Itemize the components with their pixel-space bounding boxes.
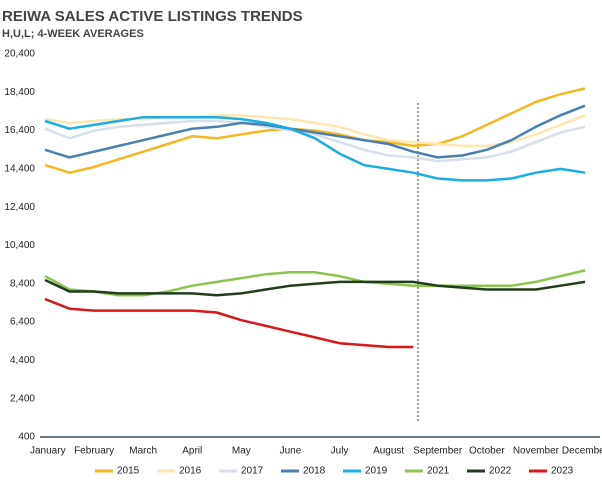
series-line: [44, 269, 586, 297]
x-tick-label: September: [413, 446, 463, 457]
legend-label: 2022: [489, 466, 512, 477]
legend-label: 2015: [117, 466, 140, 477]
y-tick-label: 16,400: [4, 125, 35, 136]
x-tick-label: December: [562, 446, 602, 457]
x-tick-label: February: [74, 446, 114, 457]
legend-label: 2023: [551, 466, 574, 477]
x-tick-label: April: [182, 446, 202, 457]
x-tick-label: August: [373, 446, 404, 457]
x-tick-label: March: [129, 446, 157, 457]
series-line: [44, 278, 586, 297]
y-tick-label: 6,400: [10, 317, 35, 328]
series-line: [44, 297, 414, 349]
y-tick-label: 20,400: [4, 49, 35, 60]
legend-label: 2016: [179, 466, 202, 477]
legend-label: 2019: [365, 466, 388, 477]
y-tick-label: 10,400: [4, 240, 35, 251]
x-tick-label: November: [513, 446, 560, 457]
y-tick-label: 4,400: [10, 355, 35, 366]
y-tick-label: 400: [18, 432, 35, 443]
legend-label: 2017: [241, 466, 264, 477]
x-tick-label: October: [469, 446, 505, 457]
x-tick-label: May: [232, 446, 251, 457]
chart-title: REIWA SALES ACTIVE LISTINGS TRENDS: [2, 8, 303, 25]
x-tick-label: January: [30, 446, 66, 457]
y-tick-label: 2,400: [10, 393, 35, 404]
series-line: [44, 115, 586, 182]
x-tick-label: July: [331, 446, 349, 457]
y-tick-label: 12,400: [4, 202, 35, 213]
y-tick-label: 18,400: [4, 87, 35, 98]
y-tick-label: 8,400: [10, 278, 35, 289]
series-line: [44, 119, 586, 163]
chart-subtitle: H,U,L; 4-WEEK AVERAGES: [2, 28, 144, 40]
x-tick-label: June: [280, 446, 302, 457]
legend-label: 2018: [303, 466, 326, 477]
series-line: [44, 104, 586, 159]
series-line: [44, 87, 586, 174]
y-tick-label: 14,400: [4, 164, 35, 175]
legend-label: 2021: [427, 466, 450, 477]
